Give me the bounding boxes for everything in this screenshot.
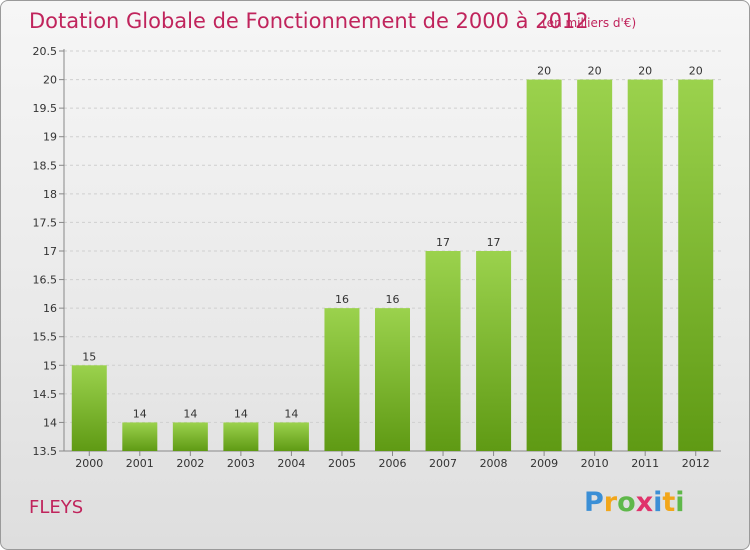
x-tick-label: 2012 (682, 457, 710, 470)
x-tick-label: 2008 (480, 457, 508, 470)
y-tick-label: 13.5 (33, 445, 58, 458)
bar (223, 422, 259, 451)
bar (526, 79, 562, 452)
x-tick-label: 2009 (530, 457, 558, 470)
y-tick-label: 16 (43, 302, 57, 315)
y-tick-label: 15.5 (33, 331, 58, 344)
proxiti-logo[interactable]: Proxiti (584, 487, 685, 518)
x-tick-label: 2004 (277, 457, 305, 470)
data-label: 20 (588, 65, 602, 78)
data-label: 15 (82, 350, 96, 363)
data-label: 14 (133, 407, 147, 420)
bar (678, 79, 714, 452)
data-label: 17 (436, 236, 450, 249)
y-tick-label: 15 (43, 359, 57, 372)
y-tick-label: 19 (43, 131, 57, 144)
bar (71, 365, 107, 451)
y-tick-label: 19.5 (33, 102, 58, 115)
x-tick-labels: 2000 2001 2002 2003 2004 2005 2006 2007 2008 2009… (75, 457, 709, 470)
y-tick-label: 16.5 (33, 274, 58, 287)
data-labels: 15 14 14 14 14 16 16 17 17 20 20 20 20 (82, 65, 702, 421)
data-label: 14 (183, 407, 197, 420)
data-label: 20 (689, 65, 703, 78)
x-tick-label: 2003 (227, 457, 255, 470)
bar (627, 79, 663, 452)
y-tick-label: 20.5 (33, 45, 58, 58)
x-tick-label: 2000 (75, 457, 103, 470)
bar (375, 308, 410, 451)
data-label: 16 (335, 293, 349, 306)
y-tick-labels: 13.5 14 14.5 15 15.5 16 16.5 17 17.5 18 18.5 19 19.5… (33, 45, 58, 458)
y-tick-label: 14.5 (33, 388, 58, 401)
data-label: 14 (284, 407, 298, 420)
x-tick-label: 2001 (126, 457, 154, 470)
x-tick-label: 2011 (631, 457, 659, 470)
bar (476, 251, 512, 451)
chart-subtitle: (en milliers d'€) (542, 16, 637, 30)
y-tick-label: 18 (43, 188, 57, 201)
data-label: 20 (638, 65, 652, 78)
x-tick-label: 2010 (581, 457, 609, 470)
chart-title: Dotation Globale de Fonctionnement de 20… (29, 9, 589, 33)
y-tick-label: 17.5 (33, 216, 58, 229)
bar (172, 422, 208, 451)
y-tick-label: 20 (43, 74, 57, 87)
bar (425, 251, 461, 451)
y-tick-label: 14 (43, 416, 57, 429)
x-tick-label: 2002 (176, 457, 204, 470)
bar (273, 422, 309, 451)
x-tick-label: 2006 (379, 457, 407, 470)
bar (577, 79, 613, 452)
data-label: 20 (537, 65, 551, 78)
bar (122, 422, 158, 451)
data-label: 14 (234, 407, 248, 420)
place-name: FLEYS (29, 497, 84, 518)
data-label: 16 (386, 293, 400, 306)
y-tick-label: 18.5 (33, 159, 58, 172)
x-tick-label: 2007 (429, 457, 457, 470)
bars (71, 79, 714, 452)
y-tick-label: 17 (43, 245, 57, 258)
bar (324, 308, 360, 451)
data-label: 17 (487, 236, 501, 249)
x-tick-label: 2005 (328, 457, 356, 470)
